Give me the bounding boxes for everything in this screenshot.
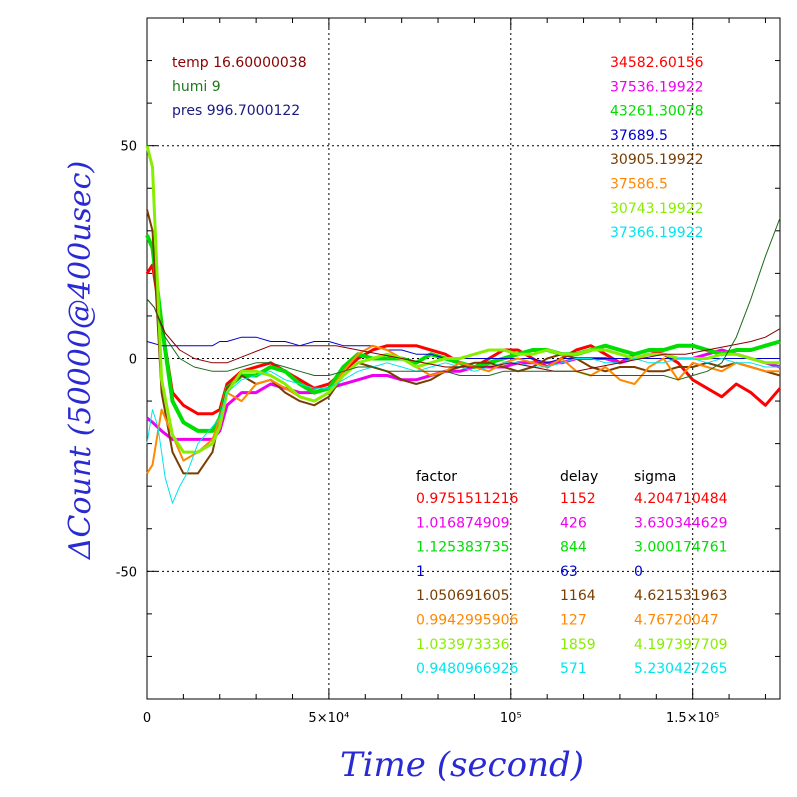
series-line-9 [146, 217, 781, 381]
table-cell-factor: 1.125383735 [416, 540, 510, 556]
table-cell-factor: 0.9751511216 [416, 491, 519, 507]
table-cell-delay: 426 [560, 515, 587, 531]
series-mean-4: 30905.19922 [610, 152, 704, 168]
x-tick-label-1: 5×10⁴ [308, 711, 349, 726]
table-cell-factor: 1.033973336 [416, 637, 510, 653]
y-tick-label-2: -50 [116, 565, 137, 580]
table-cell-sigma: 0 [634, 564, 643, 580]
table-cell-sigma: 4.197397709 [634, 637, 728, 653]
y-tick-label-0: 50 [120, 140, 137, 155]
series-line-7 [146, 358, 780, 504]
env-label-2: pres 996.7000122 [172, 103, 300, 119]
table-header-sigma: sigma [634, 469, 676, 485]
table-cell-factor: 1.050691605 [416, 588, 510, 604]
series-line-6 [145, 145, 780, 454]
table-cell-delay: 1859 [560, 637, 596, 653]
env-label-0: temp 16.60000038 [172, 55, 307, 71]
series-mean-2: 43261.30078 [610, 104, 704, 120]
table-cell-sigma: 4.76720047 [634, 613, 719, 629]
series-mean-3: 37689.5 [610, 128, 668, 144]
table-header-factor: factor [416, 469, 457, 485]
table-header-delay: delay [560, 469, 598, 485]
series-mean-7: 37366.19922 [610, 225, 704, 241]
x-tick-label-3: 1.5×10⁵ [666, 711, 719, 726]
y-axis-title: ΔCount (50000@400usec) [63, 161, 98, 560]
table-cell-sigma: 4.621531963 [634, 588, 728, 604]
table-cell-delay: 63 [560, 564, 578, 580]
series-layer [145, 145, 782, 504]
table-cell-factor: 1.016874909 [416, 515, 510, 531]
table-cell-delay: 1164 [560, 588, 596, 604]
annotations: temp 16.60000038 humi 9 pres 996.7000122 34… [172, 55, 728, 677]
table-cell-sigma: 5.230427265 [634, 661, 728, 677]
series-mean-5: 37586.5 [610, 177, 668, 193]
series-mean-6: 30743.19922 [610, 201, 704, 217]
series-mean-0: 34582.60156 [610, 55, 704, 71]
env-label-1: humi 9 [172, 79, 221, 95]
series-line-8 [146, 298, 781, 372]
x-tick-label-2: 10⁵ [500, 711, 522, 726]
table-cell-sigma: 3.630344629 [634, 515, 728, 531]
x-axis-title: Time (second) [340, 745, 584, 785]
table-cell-delay: 844 [560, 540, 587, 556]
table-cell-delay: 571 [560, 661, 587, 677]
axis-ticks [146, 17, 780, 700]
series-mean-1: 37536.19922 [610, 79, 704, 95]
table-cell-factor: 0.9480966926 [416, 661, 519, 677]
table-cell-delay: 127 [560, 613, 587, 629]
x-tick-label-0: 0 [143, 711, 151, 726]
y-tick-label-1: 0 [129, 353, 137, 368]
table-cell-factor: 0.9942995906 [416, 613, 519, 629]
axis-tick-labels: 0 5×10⁴ 10⁵ 1.5×10⁵ 50 0 -50 [116, 140, 720, 726]
table-cell-sigma: 4.204710484 [634, 491, 728, 507]
table-cell-factor: 1 [416, 564, 425, 580]
table-cell-delay: 1152 [560, 491, 596, 507]
table-cell-sigma: 3.000174761 [634, 540, 728, 556]
